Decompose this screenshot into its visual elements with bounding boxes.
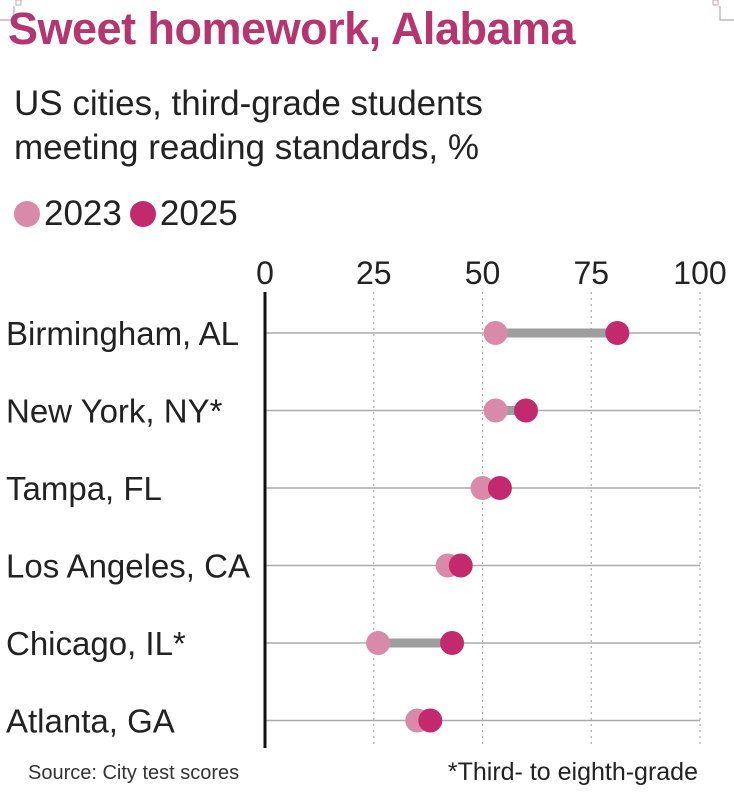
point-2025 <box>605 321 630 345</box>
category-label: New York, NY* <box>6 393 223 430</box>
point-2025 <box>514 398 538 423</box>
chart-legend: 2023 2025 <box>14 192 246 236</box>
footnote: *Third- to eighth-grade <box>447 758 698 786</box>
legend-label-2025: 2025 <box>159 194 238 233</box>
corner-ornament-top-left <box>0 0 22 21</box>
point-2025 <box>448 553 473 578</box>
point-2023 <box>483 321 508 345</box>
legend-item-2025: 2025 <box>129 192 238 236</box>
x-tick-label-75: 75 <box>573 255 609 291</box>
x-tick-label-0: 0 <box>256 255 274 291</box>
point-2025 <box>418 708 443 733</box>
legend-label-2023: 2023 <box>44 194 122 233</box>
chart-title: Sweet homework, Alabama <box>8 3 576 54</box>
legend-swatch-2025 <box>129 201 156 227</box>
point-2025 <box>440 631 465 655</box>
category-label: Chicago, IL* <box>6 625 186 662</box>
x-tick-label-100: 100 <box>673 255 726 291</box>
category-label: Los Angeles, CA <box>6 548 250 585</box>
point-2023 <box>366 631 391 655</box>
x-tick-label-50: 50 <box>465 255 501 291</box>
point-2023 <box>483 398 508 423</box>
subtitle-line-1: US cities, third-grade students <box>14 84 483 123</box>
chart-subtitle: US cities, third-grade students meeting … <box>14 82 714 170</box>
subtitle-line-2: meeting reading standards, % <box>14 128 479 167</box>
category-label: Tampa, FL <box>6 470 162 507</box>
x-tick-label-25: 25 <box>356 255 392 291</box>
corner-ornament-top-right <box>712 0 734 21</box>
legend-swatch-2023 <box>14 201 40 227</box>
point-2023 <box>470 476 495 500</box>
point-2025 <box>487 476 512 500</box>
legend-item-2023: 2023 <box>14 192 122 236</box>
category-label: Birmingham, AL <box>6 315 239 352</box>
source-note: Source: City test scores <box>28 762 240 784</box>
category-label: Atlanta, GA <box>6 703 175 740</box>
